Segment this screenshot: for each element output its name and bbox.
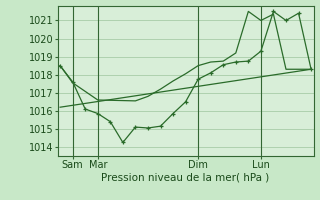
- X-axis label: Pression niveau de la mer( hPa ): Pression niveau de la mer( hPa ): [101, 173, 270, 183]
